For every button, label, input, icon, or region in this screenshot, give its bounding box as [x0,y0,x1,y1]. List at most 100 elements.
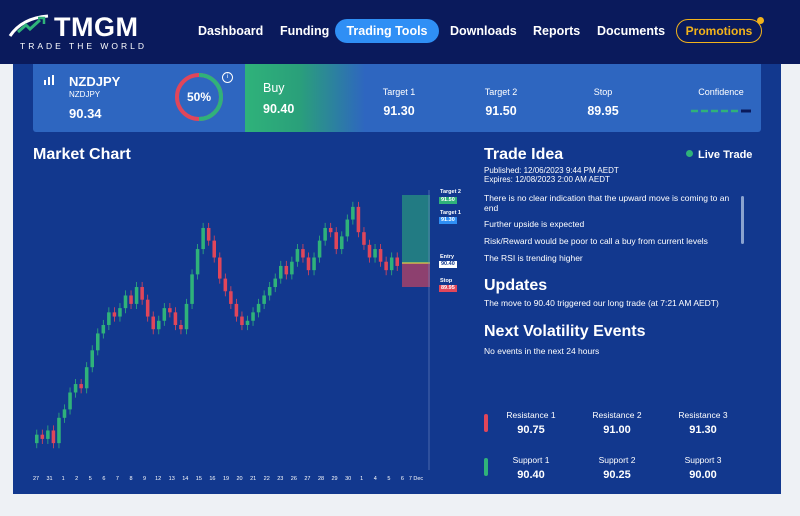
update-text: The move to 90.40 triggered our long tra… [484,298,719,308]
target2-label: Target 2 [484,87,518,97]
candle-body [284,265,289,275]
signal-direction: Buy [263,81,285,95]
info-icon[interactable]: i [222,72,233,83]
x-tick-label: 23 [277,476,283,482]
nav-documents[interactable]: Documents [597,24,666,38]
candle-body [351,206,355,220]
support3-label: Support 3 [684,455,722,465]
confidence-meter [691,109,751,113]
candle-body [267,287,272,296]
resistance-indicator [484,414,488,432]
candle-body [262,295,266,304]
nav-downloads[interactable]: Downloads [450,24,517,38]
target1-label: Target 1 [382,87,416,97]
trade-idea-scrollbar[interactable] [741,196,744,244]
candle-body [156,320,161,330]
entry-marker-value: 90.40 [439,261,457,268]
candle-body [84,367,89,389]
x-tick-label: 8 [129,476,132,482]
bar-chart-icon[interactable] [43,74,55,86]
candle-body [345,219,350,237]
x-tick-label: 1 [360,476,363,482]
target2-marker-value: 91.50 [439,197,457,204]
x-tick-label: 1 [62,476,65,482]
candle-body [95,333,100,351]
candle-body [118,308,122,317]
resistance3-label: Resistance 3 [678,410,728,420]
candle-body [217,257,222,279]
candle-body [46,430,50,439]
x-tick-label: 9 [143,476,146,482]
candle-body [123,295,128,309]
candle-body [245,320,250,325]
volatility-events-text: No events in the next 24 hours [484,346,600,356]
promotions-button[interactable]: Promotions [676,17,764,43]
candle-body [251,312,255,321]
stop-value: 89.95 [587,104,619,118]
candle-body [57,417,61,444]
target2-value: 91.50 [485,104,517,118]
candle-body [173,312,178,325]
trade-idea-title: Trade Idea [484,146,564,163]
candle-body [140,287,144,300]
sentiment-gauge [175,73,223,121]
support1-value: 90.40 [517,469,545,481]
candle-body [62,409,67,418]
candle-body [356,206,361,233]
resistance2-value: 91.00 [603,424,631,436]
candle-body [229,291,233,304]
candle-body [101,325,106,334]
x-tick-label: 12 [155,476,161,482]
candle-body [273,278,278,288]
trading-tools-panel [13,64,781,494]
market-chart[interactable]: 27 31 1 2 5 6 7 8 9 12 13 14 15 16 19 20 21 22 23 26 27 28 29 3… [30,170,450,488]
top-navigation-bar: TMGM TRADE THE WORLD Dashboard Funding T… [0,0,800,64]
x-tick-label: 16 [209,476,215,482]
target1-value: 91.30 [383,104,415,118]
x-tick-label: 15 [196,476,202,482]
tmgm-logo[interactable]: TMGM TRADE THE WORLD [8,12,158,52]
candle-body [79,384,83,389]
target2-marker-label: Target 2 [440,189,461,195]
brand-tagline: TRADE THE WORLD [20,41,148,51]
candle-body [68,392,72,410]
candle-body [278,265,283,279]
candle-body [367,244,372,258]
candle-body [145,299,150,317]
promotions-label: Promotions [685,24,753,38]
x-tick-label: 2 [75,476,78,482]
nav-reports[interactable]: Reports [533,24,581,38]
candlestick-series [34,201,400,449]
logo-swoosh-icon [8,14,49,37]
confidence-label: Confidence [698,87,744,97]
support-indicator [484,458,488,476]
candle-body [112,312,117,317]
trade-idea-line: There is no clear indication that the up… [484,193,730,213]
stop-marker-value: 89.95 [439,285,457,292]
nav-funding[interactable]: Funding [280,24,330,38]
candle-body [206,227,211,241]
support3-value: 90.00 [689,469,717,481]
candle-body [90,350,95,368]
x-tick-label: 19 [223,476,229,482]
candle-body [290,261,294,275]
nav-trading-tools[interactable]: Trading Tools [335,19,439,43]
candle-body [73,384,78,393]
target-zone [402,195,430,263]
x-tick-label: 30 [345,476,351,482]
instrument-symbol: NZDJPY [69,74,121,89]
resistance1-value: 90.75 [517,424,545,436]
sentiment-percentage: 50% [186,90,212,104]
candle-body [312,257,316,271]
candle-body [234,303,239,317]
candle-body [151,316,156,330]
x-tick-label: 27 [304,476,310,482]
candle-body [339,236,344,250]
x-tick-label: 6 [401,476,404,482]
candle-body [306,257,311,271]
candle-body [129,295,133,304]
target1-marker-label: Target 1 [440,210,461,216]
nav-dashboard[interactable]: Dashboard [198,24,264,38]
x-tick-label: 27 [33,476,39,482]
candle-body [40,434,45,439]
